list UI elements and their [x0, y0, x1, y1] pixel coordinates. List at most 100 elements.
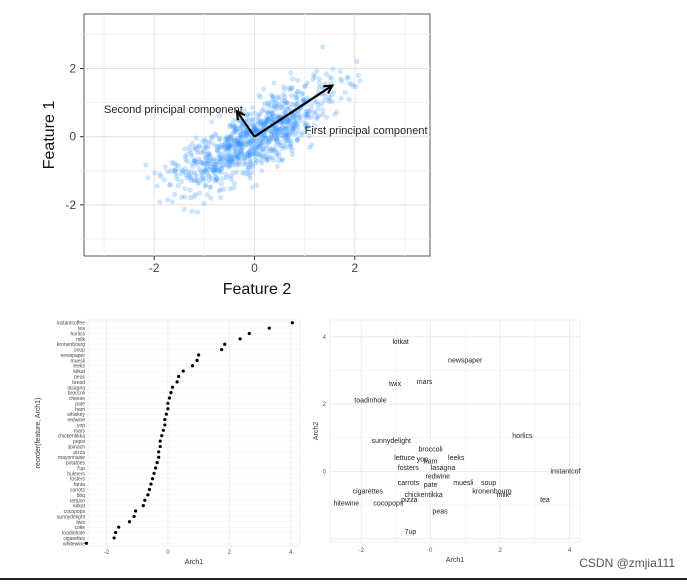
data-point — [227, 142, 233, 148]
x-tick-label: 2 — [498, 548, 502, 554]
data-point — [311, 72, 317, 78]
data-point — [261, 122, 267, 128]
data-point — [269, 134, 275, 141]
data-point — [186, 172, 192, 179]
data-point — [216, 113, 222, 119]
data-point — [315, 106, 321, 112]
data-point — [290, 131, 296, 137]
data-point — [342, 90, 348, 96]
data-point — [260, 146, 267, 152]
dot-mayonnaise — [157, 455, 161, 459]
data-point — [276, 105, 283, 111]
data-point — [218, 158, 224, 164]
data-point — [183, 172, 189, 178]
x-tick-label: -2 — [104, 550, 110, 556]
data-point — [204, 164, 211, 170]
data-point — [285, 106, 291, 112]
data-point — [257, 138, 263, 144]
point-label: 7up — [405, 529, 417, 536]
data-point — [188, 177, 194, 184]
data-point — [216, 144, 222, 151]
data-point — [300, 130, 306, 136]
data-point — [262, 101, 268, 107]
archetype-labels: kitkat newspaper twix mars toadinhole horlics… — [333, 339, 580, 536]
data-point — [203, 157, 210, 164]
data-point — [240, 141, 246, 147]
category-label: mayonnaise — [58, 455, 85, 461]
data-point — [212, 178, 218, 184]
data-point — [290, 122, 296, 129]
data-point — [209, 134, 215, 141]
data-point — [264, 109, 270, 116]
data-point — [295, 128, 301, 134]
data-point — [243, 141, 249, 147]
data-point — [235, 143, 242, 149]
data-point — [187, 148, 193, 154]
data-point — [281, 143, 287, 149]
point-label: kitkat — [393, 339, 409, 346]
pca-scatter-plot: -2 0 2 -2 0 2 Second principal component Firs… — [41, 13, 431, 298]
pca-arrows — [235, 84, 335, 138]
data-point — [307, 144, 313, 150]
data-point — [215, 158, 221, 165]
data-point — [287, 130, 293, 136]
data-point — [208, 164, 214, 170]
dot-bbq — [146, 493, 150, 497]
data-point — [227, 162, 233, 168]
data-point — [166, 182, 173, 188]
data-point — [281, 134, 287, 141]
data-point — [256, 92, 262, 98]
data-point — [183, 169, 189, 175]
category-label: instantcoffee — [57, 321, 85, 327]
data-point — [218, 165, 225, 172]
dot-horlics — [247, 331, 251, 336]
data-point — [201, 160, 208, 166]
data-point — [191, 158, 197, 164]
data-point — [226, 148, 232, 154]
data-point — [270, 129, 276, 135]
y-tick-label: -2 — [65, 198, 76, 212]
data-point — [226, 139, 232, 145]
pca-y-axis-label: Feature 1 — [41, 101, 58, 170]
data-point — [234, 129, 240, 135]
data-point — [257, 142, 263, 149]
point-label: fosters — [398, 465, 420, 472]
data-point — [269, 111, 275, 117]
data-point — [292, 124, 298, 130]
data-point — [250, 147, 256, 154]
data-point — [222, 141, 228, 147]
data-point — [220, 175, 226, 182]
data-point — [246, 172, 253, 178]
data-point — [252, 156, 258, 163]
data-point — [206, 177, 212, 184]
data-point — [214, 143, 220, 149]
dot-7up — [153, 466, 158, 470]
data-point — [265, 116, 271, 122]
data-point — [263, 150, 269, 156]
data-point — [226, 143, 233, 149]
data-point — [189, 208, 195, 214]
data-point — [200, 162, 206, 168]
data-point — [229, 143, 235, 150]
data-point — [252, 153, 258, 159]
data-point — [232, 152, 238, 158]
data-point — [193, 191, 199, 198]
data-point — [246, 117, 252, 124]
category-label: toadinhole — [62, 531, 85, 537]
data-point — [267, 137, 273, 143]
data-point — [308, 107, 314, 113]
data-point — [272, 146, 278, 152]
data-point — [301, 97, 307, 103]
data-point — [221, 158, 227, 164]
data-point — [234, 160, 240, 167]
data-point — [202, 183, 208, 189]
archetype-plot-panel — [329, 319, 581, 543]
data-point — [183, 157, 189, 163]
data-point — [181, 206, 187, 213]
data-point — [235, 139, 242, 145]
data-point — [326, 94, 333, 101]
data-point — [262, 132, 268, 138]
point-label: cigarettes — [353, 489, 384, 496]
data-point — [252, 121, 258, 127]
data-point — [202, 168, 208, 174]
